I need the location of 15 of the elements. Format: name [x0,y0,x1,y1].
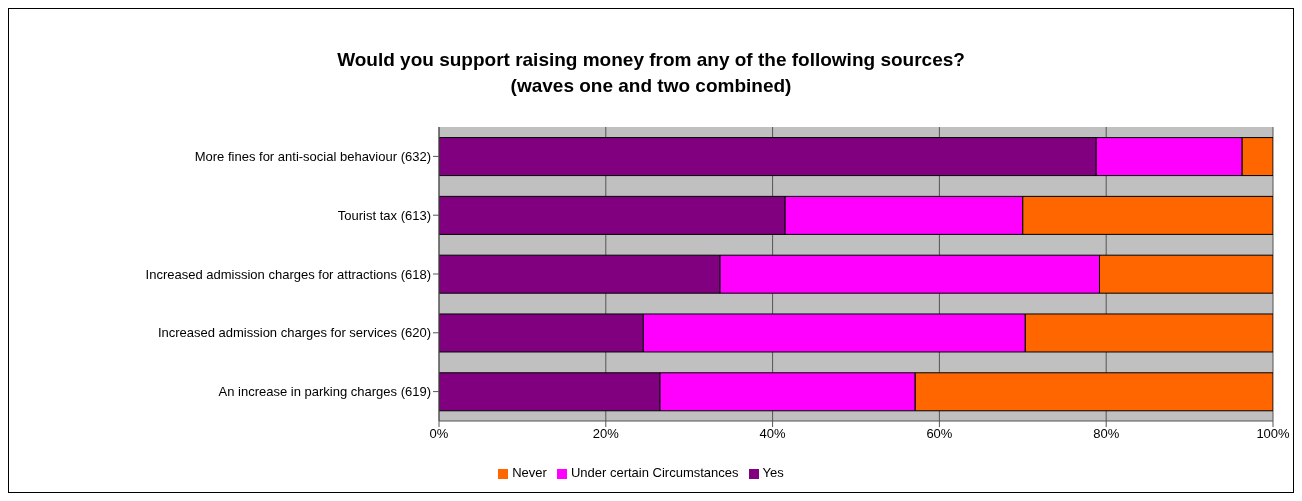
x-tick-label: 20% [592,426,620,442]
y-tick-label: An increase in parking charges (619) [218,384,431,400]
x-tick-label: 60% [926,426,953,442]
legend-label: Never [512,465,547,480]
x-tick-label: 40% [759,426,787,442]
legend-label: Under certain Circumstances [570,465,739,480]
y-tick-label: More fines for anti-social behaviour (632) [194,149,431,165]
y-tick-label: Increased admission charges for attractions (618) [145,266,431,282]
x-tick-label: 100% [1256,426,1291,442]
chart-title: Would you support raising money from any of the following sources? (waves one and two combined) [336,48,966,98]
y-tick-label: Increased admission charges for services (620) [157,325,431,341]
y-tick-label: Tourist tax (613) [337,207,431,223]
x-tick-label: 80% [1093,426,1120,442]
legend-label: Yes [762,465,784,480]
x-tick-label: 0% [429,426,449,442]
